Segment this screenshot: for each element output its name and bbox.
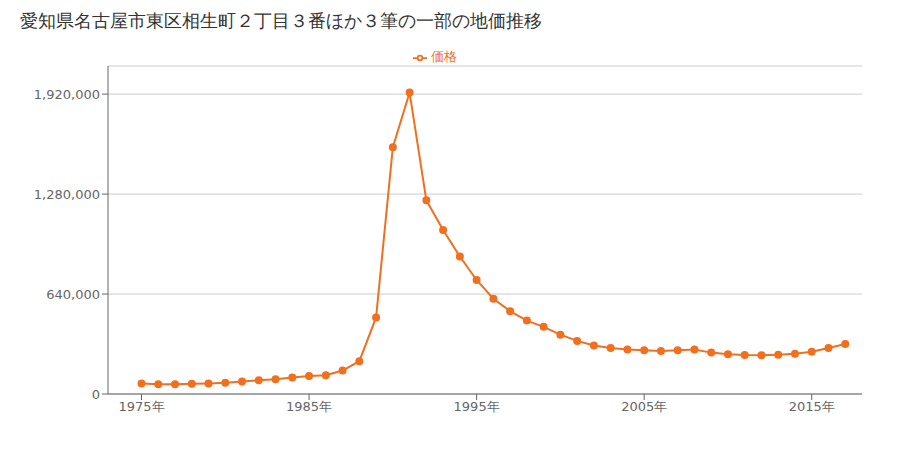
svg-text:1,920,000: 1,920,000 [34, 87, 100, 102]
html-text:価格: 価格 [431, 49, 457, 64]
svg-text:0: 0 [92, 387, 100, 402]
svg-text:1,280,000: 1,280,000 [34, 187, 100, 202]
svg-text:1995年: 1995年 [454, 399, 500, 414]
svg-text:1975年: 1975年 [118, 399, 164, 414]
svg-text:1985年: 1985年 [286, 399, 332, 414]
svg-text:640,000: 640,000 [46, 287, 100, 302]
html-text:愛知県名古屋市東区相生町２丁目３番ほか３筆の一部の地価推移: 愛知県名古屋市東区相生町２丁目３番ほか３筆の一部の地価推移 [20, 10, 542, 31]
svg-text:2005年: 2005年 [621, 399, 667, 414]
svg-text:2015年: 2015年 [789, 399, 835, 414]
